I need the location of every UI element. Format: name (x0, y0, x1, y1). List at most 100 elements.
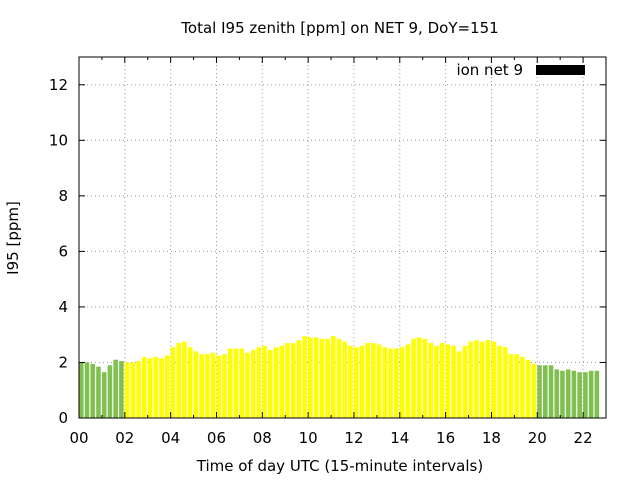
bar (256, 347, 262, 418)
bar (537, 365, 542, 418)
bar (222, 354, 227, 418)
y-tick-label: 2 (58, 353, 68, 371)
bar (405, 344, 411, 418)
bar (176, 343, 181, 418)
bar (353, 347, 359, 418)
bar (101, 372, 107, 418)
x-tick-label: 00 (69, 429, 88, 447)
x-tick-label: 22 (574, 429, 593, 447)
legend-label: ion net 9 (456, 61, 523, 79)
bar (302, 336, 307, 418)
bar (434, 345, 439, 418)
bar (182, 341, 187, 418)
bar (79, 362, 84, 418)
bar (399, 347, 405, 418)
bar (285, 343, 290, 418)
bar (588, 370, 594, 418)
bar (262, 345, 267, 418)
bar (594, 370, 600, 418)
bar (273, 347, 279, 418)
bars (79, 336, 600, 418)
bar (325, 338, 330, 418)
bar (479, 341, 485, 418)
bar (164, 355, 170, 418)
plot-frame (78, 56, 607, 419)
y-tick-label: 8 (58, 187, 68, 205)
bar (388, 348, 393, 418)
bar (187, 347, 193, 418)
bar (124, 362, 130, 418)
bar (239, 348, 244, 418)
bar (210, 352, 216, 418)
bar (84, 362, 90, 418)
bar (250, 349, 256, 418)
bar (113, 359, 118, 418)
bar (90, 363, 96, 418)
bar (233, 348, 239, 418)
x-tick-label: 20 (528, 429, 547, 447)
bar (445, 344, 451, 418)
x-tick-label: 12 (344, 429, 363, 447)
bar (142, 356, 147, 418)
bar (554, 369, 560, 418)
bar (359, 345, 365, 418)
bar (474, 340, 479, 418)
bar (462, 345, 468, 418)
bar (313, 337, 319, 418)
x-tick-label: 06 (207, 429, 226, 447)
y-tick-label: 0 (58, 409, 68, 427)
bar (159, 358, 164, 418)
bar (170, 347, 176, 418)
y-tick-label: 10 (49, 131, 68, 149)
x-tick-label: 16 (436, 429, 455, 447)
bar (279, 345, 285, 418)
bar (560, 370, 565, 418)
bar (319, 338, 325, 418)
bar (422, 338, 428, 418)
bar (508, 354, 514, 418)
bar (136, 361, 141, 418)
bar (296, 340, 302, 418)
bar (577, 372, 582, 418)
bar (371, 343, 376, 418)
bar (542, 365, 548, 418)
bar (411, 338, 416, 418)
bar (199, 354, 204, 418)
bar (336, 338, 342, 418)
x-axis-label: Time of day UTC (15-minute intervals) (196, 457, 483, 475)
grid (79, 57, 606, 418)
bar (331, 336, 336, 418)
bar (571, 370, 577, 418)
bar (548, 365, 554, 418)
bar (119, 361, 124, 418)
x-tick-label: 10 (299, 429, 318, 447)
bar (514, 354, 519, 418)
bar (451, 345, 456, 418)
chart-title: Total I95 zenith [ppm] on NET 9, DoY=151 (180, 19, 498, 37)
bar (485, 340, 491, 418)
bar (342, 341, 348, 418)
y-tick-label: 12 (49, 76, 68, 94)
bar (107, 365, 113, 418)
bar (193, 351, 199, 418)
bar (497, 345, 502, 418)
bar (268, 349, 273, 418)
bar (382, 347, 388, 418)
bar (583, 372, 588, 418)
x-tick-label: 08 (253, 429, 272, 447)
bar (205, 354, 210, 418)
bar (491, 341, 497, 418)
bar (457, 351, 462, 418)
bar (416, 337, 422, 418)
bar (348, 345, 353, 418)
bar (394, 348, 399, 418)
bar (520, 356, 525, 418)
bar (147, 358, 153, 418)
y-tick-label: 6 (58, 242, 68, 260)
bar (153, 356, 159, 418)
bar (468, 341, 474, 418)
x-tick-label: 02 (115, 429, 134, 447)
x-tick-label: 04 (161, 429, 180, 447)
